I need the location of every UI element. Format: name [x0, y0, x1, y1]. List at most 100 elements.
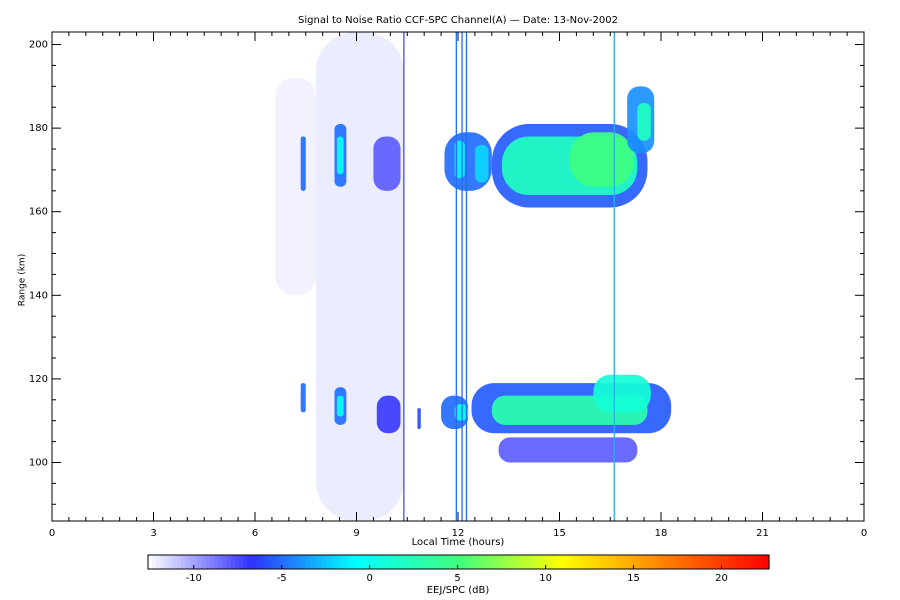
colorbar-slice [168, 555, 174, 569]
colorbar-slice [396, 555, 402, 569]
colorbar-tick-label: 15 [627, 573, 640, 584]
colorbar-slice [301, 555, 306, 569]
colorbar-slice [404, 555, 410, 569]
colorbar-tick-label: -5 [277, 573, 287, 584]
colorbar-slice [582, 555, 588, 569]
colorbar-slice [230, 555, 236, 569]
colorbar-slice [437, 555, 443, 569]
colorbar-slice [305, 555, 311, 569]
colorbar-slice [222, 555, 228, 569]
colorbar-slice [619, 555, 625, 569]
y-tick-label: 120 [29, 374, 48, 385]
x-tick-label: 0 [49, 528, 55, 539]
colorbar-slice [160, 555, 166, 569]
colorbar-slice [665, 555, 671, 569]
colorbar-slice [185, 555, 190, 569]
x-tick-label: 12 [452, 528, 465, 539]
colorbar-slice [330, 555, 335, 569]
colorbar-slice [317, 555, 323, 569]
colorbar-slice [321, 555, 327, 569]
colorbar-slice [603, 555, 609, 569]
colorbar-slice [686, 555, 691, 569]
x-tick-label: 15 [553, 528, 566, 539]
colorbar-slice [243, 555, 248, 569]
colorbar-slice [508, 555, 513, 569]
colorbar-slice [499, 555, 505, 569]
colorbar-slice [644, 555, 650, 569]
colorbar-slice [342, 555, 348, 569]
x-axis-label: Local Time (hours) [412, 537, 505, 548]
colorbar-slice [694, 555, 700, 569]
colorbar-slice [272, 555, 277, 569]
colorbar-slice [595, 555, 600, 569]
colorbar-slice [607, 555, 613, 569]
heat-cell [498, 437, 638, 463]
colorbar-slice [263, 555, 269, 569]
colorbar-slice [574, 555, 580, 569]
colorbar-slice [711, 555, 716, 569]
colorbar-slice [152, 555, 157, 569]
colorbar-slice [408, 555, 414, 569]
colorbar-slice [653, 555, 658, 569]
colorbar-slice [731, 555, 737, 569]
colorbar-slice [388, 555, 393, 569]
heat-cell [637, 103, 651, 141]
colorbar-slice [309, 555, 315, 569]
colorbar-slice [350, 555, 356, 569]
colorbar-slice [690, 555, 696, 569]
heat-cell [569, 132, 634, 187]
colorbar-slice [462, 555, 468, 569]
heat-cell [376, 395, 401, 434]
heat-cell [275, 77, 316, 296]
colorbar-slice [359, 555, 364, 569]
heat-cell [336, 395, 344, 417]
colorbar-slice [218, 555, 224, 569]
colorbar-slice [355, 555, 360, 569]
colorbar-slice [578, 555, 584, 569]
colorbar-slice [280, 555, 286, 569]
colorbar-slice [590, 555, 596, 569]
colorbar-slice [698, 555, 704, 569]
colorbar-slice [334, 555, 340, 569]
colorbar-slice [338, 555, 344, 569]
colorbar-slice [640, 555, 646, 569]
colorbar-tick-label: 5 [454, 573, 460, 584]
colorbar-slice [495, 555, 501, 569]
colorbar-slice [148, 555, 153, 569]
colorbar-slice [760, 555, 766, 569]
colorbar-slice [648, 555, 654, 569]
colorbar-slice [504, 555, 509, 569]
colorbar-slice [586, 555, 592, 569]
colorbar-slice [292, 555, 298, 569]
colorbar-tick-label: 0 [366, 573, 372, 584]
colorbar-slice [475, 555, 480, 569]
colorbar-slice [189, 555, 195, 569]
colorbar-slice [363, 555, 369, 569]
colorbar-slice [259, 555, 265, 569]
colorbar-slice [421, 555, 426, 569]
colorbar-slice [247, 555, 253, 569]
colorbar-frame [147, 554, 770, 570]
heat-cell [315, 32, 404, 521]
colorbar-slice [744, 555, 749, 569]
colorbar-slice [657, 555, 662, 569]
colorbar-slice [669, 555, 675, 569]
colorbar-slice [425, 555, 431, 569]
heatmap [275, 32, 672, 521]
colorbar-slice [226, 555, 232, 569]
colorbar-slice [537, 555, 542, 569]
colorbar-slice [210, 555, 215, 569]
colorbar-slice [276, 555, 282, 569]
colorbar-slice [553, 555, 559, 569]
colorbar-slice [624, 555, 629, 569]
colorbar-slice [632, 555, 638, 569]
heat-cell [300, 383, 306, 413]
colorbar-slice [570, 555, 576, 569]
heat-cell [300, 136, 306, 191]
colorbar-tick-label: -10 [186, 573, 202, 584]
colorbar-slice [533, 555, 538, 569]
colorbar-slice [346, 555, 352, 569]
colorbar-slice [458, 555, 464, 569]
colorbar-slice [450, 555, 455, 569]
colorbar-slice [677, 555, 683, 569]
